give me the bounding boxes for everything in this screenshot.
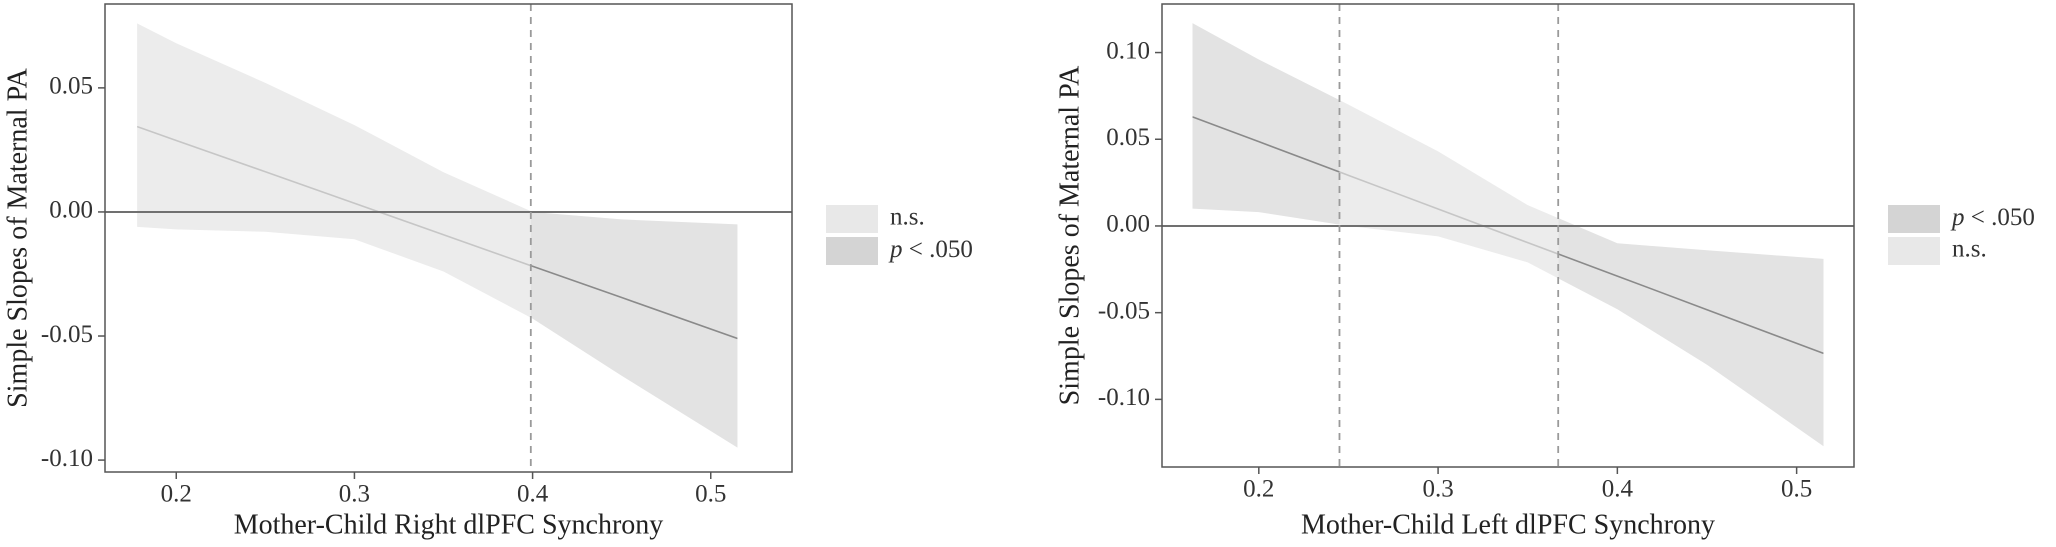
legend-label: n.s.: [1952, 236, 1987, 263]
x-axis-label: Mother-Child Left dlPFC Synchrony: [1301, 509, 1715, 540]
x-tick-label: 0.2: [161, 481, 192, 508]
estimate-line: [137, 125, 531, 267]
legend-label: p < .050: [1950, 204, 2035, 231]
y-tick-label: -0.05: [1098, 297, 1150, 324]
confidence-band: [137, 23, 531, 318]
plot-frame: [1161, 3, 1855, 468]
x-axis-label: Mother-Child Right dlPFC Synchrony: [234, 509, 664, 540]
confidence-band: [530, 211, 738, 448]
x-tick-label: 0.2: [1243, 476, 1274, 503]
y-tick-label: -0.10: [1098, 384, 1150, 411]
y-tick-label: -0.10: [41, 445, 93, 472]
plot-frame: [104, 3, 793, 473]
chart-panel: p < .050 n.s. 0.2 0.3 0.4 0.5 -0.10 -0.05 0.00 0.…: [1054, 3, 2035, 540]
x-tick-label: 0.3: [1422, 476, 1453, 503]
y-axis-label: Simple Slopes of Maternal PA: [2, 67, 33, 407]
legend-swatch: [826, 205, 878, 233]
y-tick-label: 0.05: [49, 73, 93, 100]
x-tick-label: 0.4: [517, 481, 549, 508]
y-tick-label: -0.05: [41, 321, 93, 348]
legend-swatch: [1888, 205, 1940, 233]
x-tick-label: 0.4: [1602, 476, 1634, 503]
y-axis-label: Simple Slopes of Maternal PA: [1054, 65, 1085, 405]
y-tick-label: 0.00: [49, 197, 93, 224]
chart-panel: n.s. p < .050 0.2 0.3 0.4 0.5 -0.10 -0.05 0.00 0.…: [2, 3, 973, 540]
x-tick-label: 0.5: [695, 481, 726, 508]
legend-swatch: [1888, 237, 1940, 265]
legend-swatch: [826, 237, 878, 265]
y-tick-label: 0.00: [1106, 211, 1150, 238]
legend-label: n.s.: [890, 204, 925, 231]
legend-label: p < .050: [888, 236, 973, 263]
x-tick-label: 0.5: [1781, 476, 1812, 503]
y-tick-label: 0.05: [1106, 124, 1150, 151]
x-tick-label: 0.3: [339, 481, 370, 508]
y-tick-label: 0.10: [1106, 37, 1150, 64]
estimate-line: [530, 264, 738, 340]
